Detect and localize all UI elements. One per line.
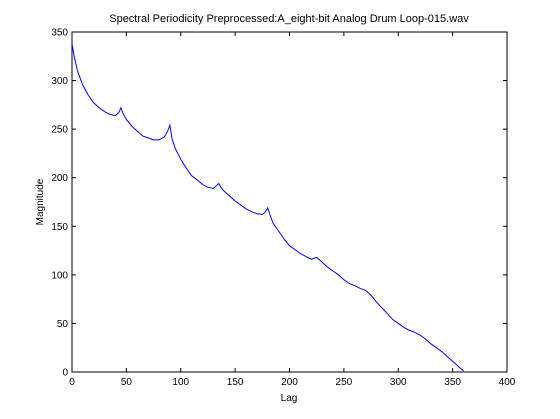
x-tick-label: 400 bbox=[499, 377, 516, 388]
x-tick-label: 50 bbox=[121, 377, 133, 388]
y-tick-label: 0 bbox=[62, 368, 68, 379]
x-axis-label: Lag bbox=[281, 393, 298, 404]
chart-title: Spectral Periodicity Preprocessed:A_eigh… bbox=[109, 13, 469, 25]
x-tick-label: 100 bbox=[172, 377, 189, 388]
y-tick-label: 250 bbox=[51, 125, 68, 136]
y-tick-label: 200 bbox=[51, 173, 68, 184]
y-axis-label: Magnitude bbox=[35, 178, 46, 225]
y-tick-label: 350 bbox=[51, 28, 68, 39]
plot-area bbox=[71, 31, 508, 373]
x-tick-label: 150 bbox=[227, 377, 244, 388]
y-tick-label: 100 bbox=[51, 270, 68, 281]
y-tick-label: 300 bbox=[51, 76, 68, 87]
y-axis: 0 50 100 150 200 250 300 350 bbox=[51, 28, 507, 379]
series-line bbox=[71, 43, 464, 372]
x-tick-label: 250 bbox=[336, 377, 353, 388]
x-tick-label: 350 bbox=[444, 377, 461, 388]
x-axis: 0 50 100 150 200 250 300 350 400 bbox=[69, 32, 516, 388]
x-tick-label: 200 bbox=[281, 377, 298, 388]
y-tick-label: 50 bbox=[57, 319, 69, 330]
x-tick-label: 300 bbox=[390, 377, 407, 388]
y-tick-label: 150 bbox=[51, 222, 68, 233]
x-tick-label: 0 bbox=[69, 377, 75, 388]
